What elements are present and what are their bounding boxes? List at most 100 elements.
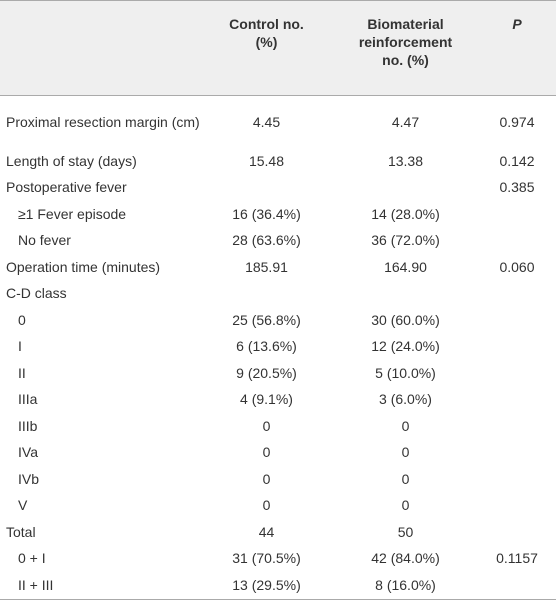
- cell: [478, 440, 556, 467]
- table-header: Control no. (%) Biomaterial reinforcement no…: [0, 0, 556, 96]
- cell: 44: [258, 523, 275, 540]
- row-label: Operation time (minutes): [6, 258, 161, 275]
- table-row: IIIb 0 0: [0, 413, 556, 440]
- cell: 16 (36.4%): [232, 205, 301, 222]
- table-row: I 6 (13.6%) 12 (24.0%): [0, 334, 556, 361]
- table-row: II 9 (20.5%) 5 (10.0%): [0, 360, 556, 387]
- cell: [478, 519, 556, 546]
- cell: 9 (20.5%): [236, 364, 297, 381]
- cell: 0: [401, 417, 410, 434]
- table-row: IVb 0 0: [0, 466, 556, 493]
- row-label: IIIb: [18, 417, 38, 434]
- cell: 185.91: [245, 258, 288, 275]
- cell: 0.142: [499, 152, 535, 169]
- row-label: IIIa: [18, 391, 38, 408]
- cell: 3 (6.0%): [379, 391, 432, 408]
- table-row: V 0 0: [0, 493, 556, 520]
- table-row: 0 + I 31 (70.5%) 42 (84.0%) 0.1157: [0, 546, 556, 573]
- row-label: II: [18, 364, 26, 381]
- cell: [478, 413, 556, 440]
- cell: 0: [262, 470, 271, 487]
- row-label: V: [18, 497, 28, 514]
- cell: 13 (29.5%): [232, 576, 301, 593]
- cell: 14 (28.0%): [371, 205, 440, 222]
- cell: 0.974: [499, 113, 535, 130]
- cell: 0.385: [499, 179, 535, 196]
- cell: [478, 281, 556, 308]
- table-row: Total 44 50: [0, 519, 556, 546]
- cell: [333, 175, 478, 202]
- cell: [478, 334, 556, 361]
- cell: 6 (13.6%): [236, 338, 297, 355]
- cell: 0: [401, 470, 410, 487]
- cell: [333, 281, 478, 308]
- row-label: Total: [6, 523, 36, 540]
- cell: 28 (63.6%): [232, 232, 301, 249]
- table-row: C-D class: [0, 281, 556, 308]
- cell: [200, 281, 333, 308]
- header-line: Biomaterial: [367, 16, 444, 32]
- header-cell: Control no. (%): [200, 1, 333, 96]
- row-label: Postoperative fever: [6, 179, 127, 196]
- table-row: Operation time (minutes) 185.91 164.90 0.06…: [0, 254, 556, 281]
- cell: 0.060: [499, 258, 535, 275]
- header-line: Control no.: [229, 16, 304, 32]
- cell: 0: [262, 417, 271, 434]
- cell: 50: [397, 523, 414, 540]
- cell: [478, 201, 556, 228]
- row-label: Proximal resection margin (cm): [6, 113, 200, 130]
- cell: [478, 228, 556, 255]
- table-row: IVa 0 0: [0, 440, 556, 467]
- cell: 0.1157: [496, 550, 538, 567]
- cell: 30 (60.0%): [371, 311, 440, 328]
- table-row: Postoperative fever 0.385: [0, 175, 556, 202]
- cell: [478, 360, 556, 387]
- cell: 36 (72.0%): [371, 232, 440, 249]
- header-line: (%): [255, 34, 278, 50]
- table-row: Proximal resection margin (cm) 4.45 4.47 0.…: [0, 96, 556, 149]
- cell: 4.45: [252, 113, 281, 130]
- header-cell: [0, 1, 200, 96]
- row-label: 0: [18, 311, 26, 328]
- table-body: Proximal resection margin (cm) 4.45 4.47 0.…: [0, 96, 556, 599]
- table-row: IIIa 4 (9.1%) 3 (6.0%): [0, 387, 556, 414]
- cell: [478, 572, 556, 599]
- cell: 12 (24.0%): [371, 338, 440, 355]
- table-row: Length of stay (days) 15.48 13.38 0.142: [0, 148, 556, 175]
- cell: 42 (84.0%): [371, 550, 440, 567]
- header-cell: Biomaterial reinforcement no. (%): [333, 1, 478, 96]
- cell: 5 (10.0%): [375, 364, 436, 381]
- table-row: 0 25 (56.8%) 30 (60.0%): [0, 307, 556, 334]
- header-cell: P: [512, 16, 522, 32]
- cell: [200, 175, 333, 202]
- table-row: No fever 28 (63.6%) 36 (72.0%): [0, 228, 556, 255]
- table-row: ≥1 Fever episode 16 (36.4%) 14 (28.0%): [0, 201, 556, 228]
- row-label: I: [18, 338, 22, 355]
- row-label: ≥1 Fever episode: [18, 205, 127, 222]
- cell: 0: [401, 444, 410, 461]
- cell: 4.47: [391, 113, 420, 130]
- cell: 8 (16.0%): [375, 576, 436, 593]
- cell: 15.48: [248, 152, 285, 169]
- cell: [478, 387, 556, 414]
- header-line: reinforcement: [358, 34, 453, 50]
- row-label: No fever: [18, 232, 71, 249]
- row-label: II + III: [18, 576, 54, 593]
- cell: 4 (9.1%): [240, 391, 293, 408]
- row-label: IVb: [18, 470, 40, 487]
- cell: [478, 307, 556, 334]
- cell: 0: [262, 444, 271, 461]
- cell: 31 (70.5%): [232, 550, 301, 567]
- row-label: Length of stay (days): [6, 152, 137, 169]
- cell: 0: [401, 497, 410, 514]
- cell: 13.38: [387, 152, 424, 169]
- row-label: 0 + I: [18, 550, 46, 567]
- row-label: C-D class: [6, 285, 67, 302]
- cell: [478, 493, 556, 520]
- cell: 0: [262, 497, 271, 514]
- row-label: IVa: [18, 444, 38, 461]
- header-line: no. (%): [382, 52, 429, 68]
- cell: 164.90: [384, 258, 427, 275]
- cell: [478, 466, 556, 493]
